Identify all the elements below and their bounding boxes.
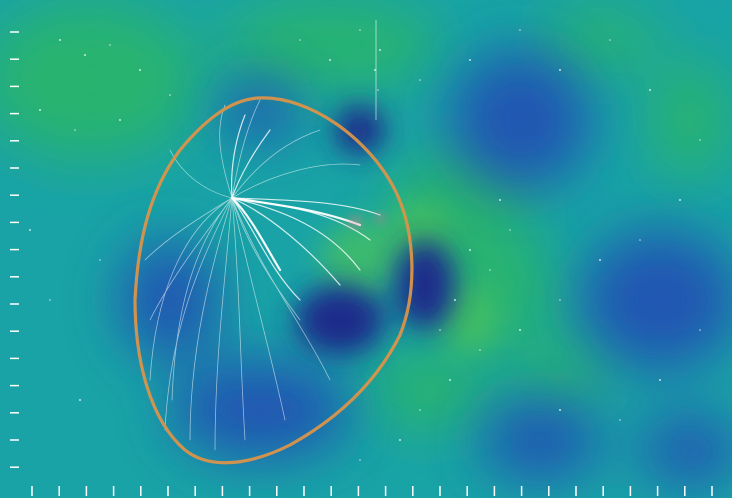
density-map-image <box>0 0 732 498</box>
